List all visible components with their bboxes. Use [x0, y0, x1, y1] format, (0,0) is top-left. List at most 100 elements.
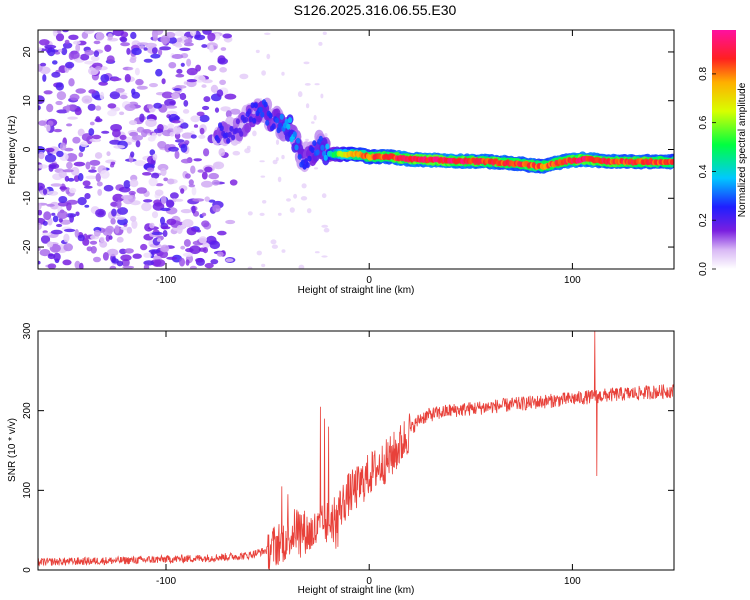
noise-blob [121, 195, 133, 200]
noise-blob [209, 240, 221, 250]
noise-blob [68, 187, 77, 194]
noise-blob [124, 103, 136, 111]
noise-blob [91, 166, 96, 170]
noise-blob [281, 154, 285, 160]
noise-blob [159, 46, 172, 51]
noise-blob [43, 211, 52, 221]
spectrogram-x-label: Height of straight line (km) [298, 285, 415, 296]
noise-blob [100, 74, 110, 83]
noise-blob [73, 40, 81, 45]
noise-blob [188, 179, 194, 186]
noise-blob [153, 259, 166, 267]
noise-blob [202, 105, 210, 111]
noise-blob [286, 198, 291, 202]
noise-blob [75, 88, 86, 94]
noise-blob [204, 196, 210, 202]
noise-blob [161, 91, 173, 99]
signal-blob [315, 149, 320, 156]
noise-blob [40, 235, 51, 244]
signal-blob [229, 125, 234, 132]
noise-blob [134, 160, 147, 167]
noise-blob [198, 134, 206, 139]
noise-blob [212, 161, 225, 170]
noise-blob [202, 79, 213, 84]
noise-blob [180, 158, 192, 164]
noise-blob [127, 67, 134, 71]
noise-blob [143, 252, 152, 258]
noise-blob [188, 184, 196, 188]
noise-blob [40, 62, 47, 67]
noise-blob [323, 227, 330, 233]
noise-blob [171, 120, 181, 124]
noise-blob [38, 120, 47, 126]
noise-blob [116, 260, 124, 267]
noise-blob [216, 251, 224, 257]
signal-blob [247, 108, 252, 115]
noise-blob [214, 33, 221, 41]
noise-blob [147, 104, 153, 109]
noise-blob [55, 82, 64, 91]
noise-blob [143, 264, 150, 269]
noise-blob [179, 257, 185, 267]
noise-blob [62, 42, 73, 49]
noise-blob [259, 212, 265, 216]
snr-y-tick-label: 0 [22, 567, 33, 573]
noise-blob [135, 140, 141, 148]
noise-blob [191, 205, 196, 214]
noise-blob [167, 123, 175, 129]
noise-blob [110, 218, 116, 225]
signal-blob [226, 137, 231, 144]
signal-blob [231, 134, 236, 141]
noise-blob [174, 139, 185, 143]
noise-blob [148, 249, 161, 254]
noise-blob [57, 48, 63, 53]
noise-blob [192, 198, 205, 202]
spectrogram-signal-track [211, 97, 674, 174]
noise-blob [74, 107, 82, 116]
noise-blob [314, 251, 320, 254]
noise-blob [203, 96, 211, 103]
noise-blob [65, 104, 70, 113]
noise-blob [207, 65, 217, 72]
noise-blob [281, 249, 286, 253]
noise-blob [47, 253, 56, 260]
noise-blob [80, 53, 90, 61]
noise-blob [132, 253, 142, 259]
noise-blob [59, 142, 67, 151]
noise-blob [38, 95, 45, 105]
noise-blob [311, 121, 315, 124]
noise-blob [38, 47, 42, 52]
noise-blob [168, 61, 177, 69]
noise-blob [203, 148, 210, 157]
noise-blob [165, 105, 178, 109]
noise-blob [232, 150, 241, 156]
noise-blob [89, 121, 95, 126]
noise-blob [244, 148, 251, 154]
noise-blob [95, 173, 102, 182]
noise-blob [298, 264, 305, 269]
noise-blob [68, 78, 75, 87]
noise-blob [145, 118, 157, 128]
noise-blob [324, 133, 328, 137]
noise-blob [109, 91, 121, 100]
colorbar-label: Normalized spectral amplitude [737, 82, 748, 217]
noise-blob [50, 164, 57, 169]
noise-blob [84, 204, 90, 208]
noise-blob [149, 222, 155, 229]
signal-blob [248, 116, 253, 123]
noise-blob [219, 67, 228, 73]
noise-blob [173, 88, 182, 91]
signal-blob [268, 112, 273, 119]
noise-blob [78, 152, 84, 158]
noise-blob [62, 169, 74, 173]
noise-blob [42, 74, 47, 82]
noise-blob [183, 42, 194, 47]
noise-blob [143, 58, 153, 63]
noise-blob [150, 53, 161, 59]
noise-blob [171, 92, 180, 98]
spectrogram-y-tick-label: 20 [22, 46, 33, 58]
noise-blob [166, 199, 175, 208]
noise-blob [95, 105, 102, 111]
noise-blob [105, 225, 114, 234]
noise-blob [95, 116, 101, 122]
